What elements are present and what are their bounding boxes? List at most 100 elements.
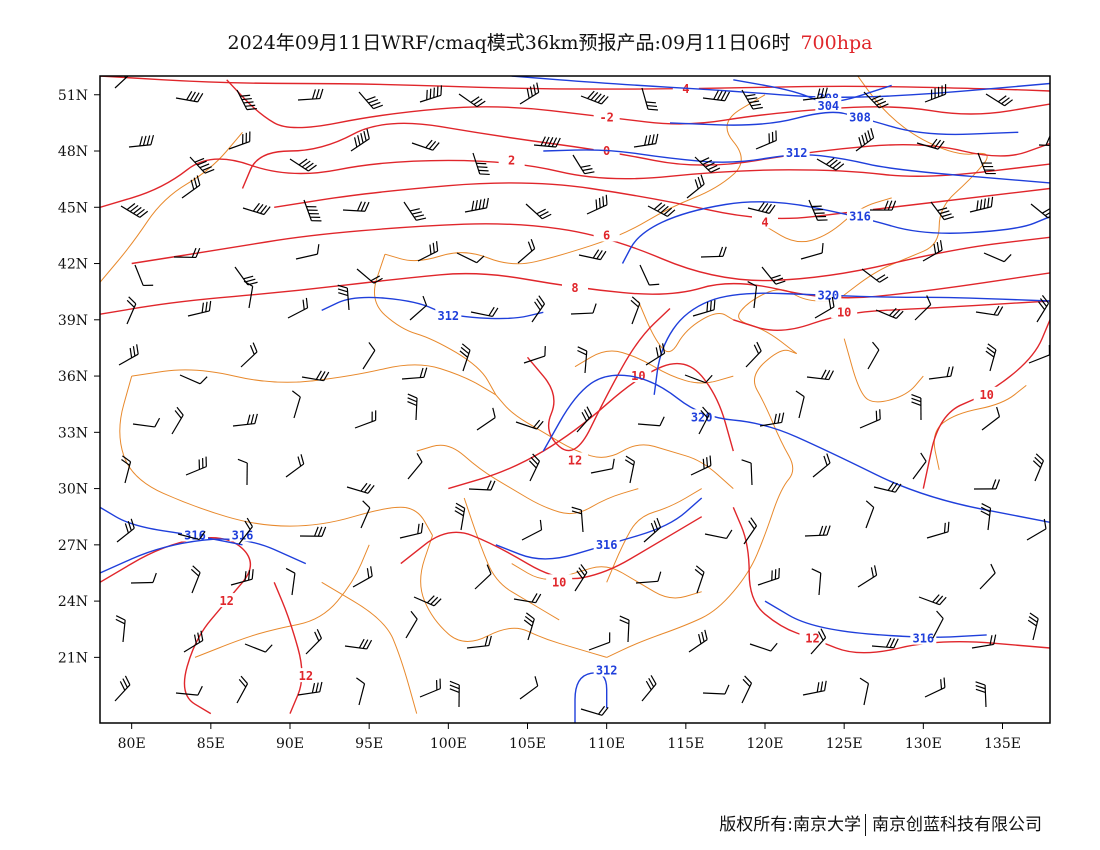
temperature-contour-label-bg (213, 593, 240, 608)
wind-barb (236, 89, 257, 111)
temperature-contour-line (100, 158, 1050, 208)
wind-barb (230, 569, 254, 586)
boundary-line (843, 338, 924, 403)
boundary-line (384, 94, 766, 265)
wind-barb (240, 342, 258, 368)
wind-barb (523, 346, 546, 364)
wind-barb (344, 638, 373, 650)
wind-barb (749, 642, 778, 652)
wind-barb (519, 82, 540, 105)
temperature-contour-label-bg (562, 452, 588, 467)
height-contour-line (764, 600, 987, 638)
wind-barb (686, 174, 705, 199)
wind-barb (401, 367, 428, 380)
wind-barb (630, 296, 641, 325)
wind-barb (922, 240, 943, 262)
wind-barb (800, 242, 824, 260)
wind-barb (356, 268, 383, 284)
wind-barb (128, 134, 155, 148)
wind-barb (741, 89, 763, 110)
height-contour-label-bg (783, 144, 810, 159)
height-contour-label-bg (593, 536, 620, 551)
height-contour-line (574, 672, 608, 723)
lat-tick-label: 24N (58, 594, 88, 610)
wind-barb (519, 676, 539, 700)
wind-barb (639, 264, 660, 286)
wind-barb (243, 280, 254, 309)
height-contour-label-bg (182, 527, 208, 542)
wind-barb (474, 564, 492, 590)
boundary-line (764, 197, 892, 243)
wind-barb (969, 196, 994, 213)
wind-barb (1027, 612, 1039, 641)
height-contour-label: 316 (912, 632, 934, 646)
wind-barb (983, 252, 1012, 263)
wind-barb (932, 610, 944, 639)
wind-barb (134, 264, 154, 287)
wind-barb (517, 239, 536, 264)
map-frame (99, 75, 1051, 724)
wind-barb (121, 455, 132, 484)
wind-barb (704, 529, 733, 540)
height-contour-label-bg (593, 662, 620, 677)
wind-barb (236, 675, 249, 704)
temperature-contour-label: 2 (508, 153, 515, 167)
temperature-contour-label-bg (562, 279, 588, 294)
wind-barb (458, 93, 486, 108)
temperature-contour-line (733, 300, 1050, 331)
wind-barb (419, 85, 443, 103)
wind-barb (633, 133, 659, 148)
wind-barb (305, 628, 322, 655)
wind-barb (120, 203, 149, 218)
wind-barb (175, 685, 203, 696)
wind-barb (244, 643, 273, 653)
wind-barb (859, 677, 870, 706)
wind-barb (352, 566, 373, 588)
wind-barb (118, 344, 139, 366)
boundary-line (511, 563, 702, 599)
lat-tick-label: 27N (58, 538, 88, 554)
wind-barb (702, 90, 731, 102)
lon-tick-label: 85E (197, 736, 225, 752)
wind-barb (295, 244, 320, 260)
wind-barb (179, 374, 208, 385)
wind-barb (802, 87, 828, 101)
wind-barb (755, 130, 777, 150)
wind-barb (578, 249, 607, 261)
wind-barb (928, 366, 954, 380)
wind-barb (808, 199, 828, 221)
lat-tick-label: 42N (58, 257, 88, 273)
height-contour-label: 312 (437, 309, 459, 323)
boundary-line (194, 544, 370, 658)
height-contour-label-bg (847, 109, 873, 124)
wind-barb (641, 87, 659, 111)
wind-barb (287, 297, 309, 319)
wind-barb (624, 455, 636, 484)
lon-tick-label: 95E (355, 736, 383, 752)
height-contour-label-bg (815, 287, 842, 302)
copyright-text: 版权所有:南京大学 (719, 815, 861, 835)
wind-barb (1026, 518, 1047, 541)
wind-barb (802, 680, 827, 696)
lon-tick-label: 80E (118, 736, 146, 752)
boundary-line (495, 394, 734, 489)
wind-barb (873, 481, 902, 493)
temperature-contour-label: 12 (219, 594, 233, 608)
lon-tick-label: 110E (588, 736, 625, 752)
wind-barb (409, 295, 428, 321)
wind-barb (971, 634, 997, 649)
temperature-contour-line (100, 76, 1050, 92)
wind-barb (980, 503, 992, 531)
wind-barb (871, 637, 899, 649)
height-contour-label: 316 (596, 538, 618, 552)
wind-barb (171, 406, 184, 435)
temperature-contour-label: 8 (571, 281, 578, 295)
height-contour-label: 316 (849, 210, 871, 224)
wind-barb (399, 522, 424, 539)
wind-barb (924, 84, 947, 103)
temperature-contour-label-bg (593, 227, 620, 242)
wind-barb (635, 571, 662, 584)
wind-barb (175, 91, 204, 103)
wind-barb (975, 681, 987, 708)
temperature-contour-label-bg (973, 386, 1000, 401)
